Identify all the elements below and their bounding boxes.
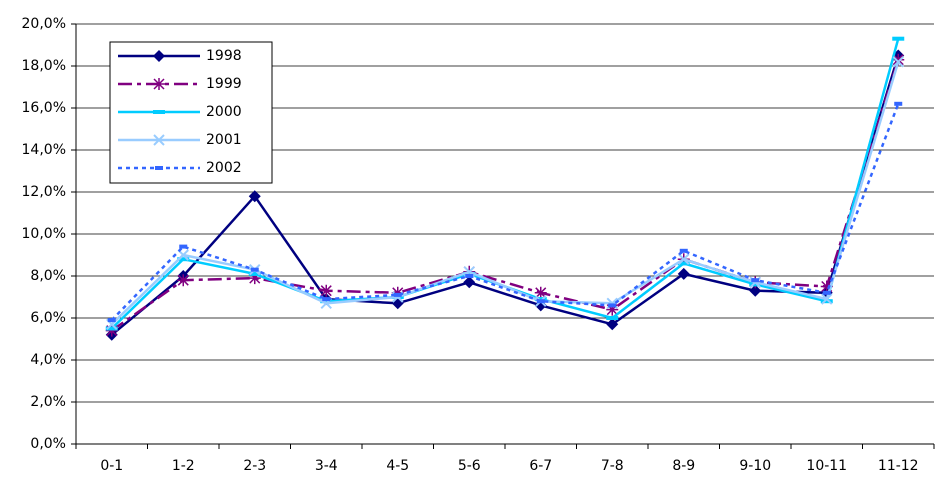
marker — [534, 286, 547, 299]
y-tick-label: 4,0% — [30, 352, 66, 368]
legend-label: 2001 — [206, 132, 242, 148]
marker — [320, 299, 333, 304]
marker — [534, 297, 547, 302]
x-tick-label: 10-11 — [806, 458, 847, 474]
marker — [677, 267, 690, 280]
marker — [153, 78, 165, 90]
marker — [177, 257, 190, 262]
marker — [820, 280, 833, 293]
marker — [679, 248, 688, 253]
marker — [153, 50, 165, 62]
x-tick-label: 11-12 — [878, 458, 919, 474]
x-tick-label: 1-2 — [172, 458, 195, 474]
y-tick-label: 14,0% — [22, 142, 66, 158]
marker — [822, 290, 831, 295]
marker — [179, 244, 188, 249]
marker — [892, 36, 905, 41]
marker — [536, 299, 545, 304]
marker — [749, 282, 762, 287]
marker — [749, 284, 762, 297]
marker — [107, 318, 116, 323]
x-tick-label: 5-6 — [458, 458, 481, 474]
series — [107, 101, 903, 323]
x-tick-label: 7-8 — [601, 458, 624, 474]
marker — [677, 261, 690, 266]
marker — [608, 303, 617, 308]
marker — [393, 292, 402, 297]
x-tick-label: 6-7 — [529, 458, 552, 474]
marker — [678, 253, 690, 265]
marker — [322, 297, 331, 302]
marker — [751, 278, 760, 283]
marker — [892, 53, 905, 66]
y-tick-label: 20,0% — [22, 16, 66, 32]
marker — [892, 56, 904, 68]
y-tick-label: 16,0% — [22, 100, 66, 116]
y-tick-label: 10,0% — [22, 226, 66, 242]
marker — [606, 316, 619, 320]
marker — [606, 318, 619, 331]
legend-label: 2002 — [206, 160, 242, 176]
marker — [105, 326, 118, 331]
y-tick-label: 8,0% — [30, 268, 66, 284]
x-tick-label: 9-10 — [739, 458, 771, 474]
y-tick-label: 18,0% — [22, 58, 66, 74]
x-tick-label: 3-4 — [315, 458, 338, 474]
y-tick-label: 0,0% — [30, 436, 66, 452]
y-tick-label: 6,0% — [30, 310, 66, 326]
legend: 1998 1999 2000 2001 2002 — [109, 41, 273, 184]
marker — [894, 101, 903, 106]
marker — [105, 324, 118, 337]
marker — [250, 267, 259, 272]
marker — [320, 284, 333, 297]
marker — [177, 274, 190, 287]
y-tick-label: 2,0% — [30, 394, 66, 410]
marker — [391, 297, 404, 310]
marker — [155, 166, 163, 170]
marker — [606, 303, 619, 316]
marker — [463, 271, 476, 276]
marker — [248, 272, 261, 285]
marker — [391, 286, 404, 299]
series-line — [110, 61, 900, 326]
marker — [463, 276, 476, 289]
marker — [153, 110, 165, 114]
y-tick-label: 12,0% — [22, 184, 66, 200]
legend-label: 1999 — [206, 76, 242, 92]
marker — [465, 274, 474, 278]
x-tick-label: 4-5 — [386, 458, 409, 474]
legend-label: 1998 — [206, 48, 242, 64]
x-tick-label: 8-9 — [672, 458, 695, 474]
series-line — [111, 59, 900, 332]
marker — [821, 293, 833, 305]
series-line — [110, 55, 900, 336]
x-tick-label: 0-1 — [100, 458, 123, 474]
marker — [248, 271, 261, 276]
marker — [248, 190, 261, 203]
marker — [820, 299, 833, 304]
x-tick-label: 2-3 — [243, 458, 266, 474]
legend-label: 2000 — [206, 104, 242, 120]
marker — [153, 134, 165, 146]
